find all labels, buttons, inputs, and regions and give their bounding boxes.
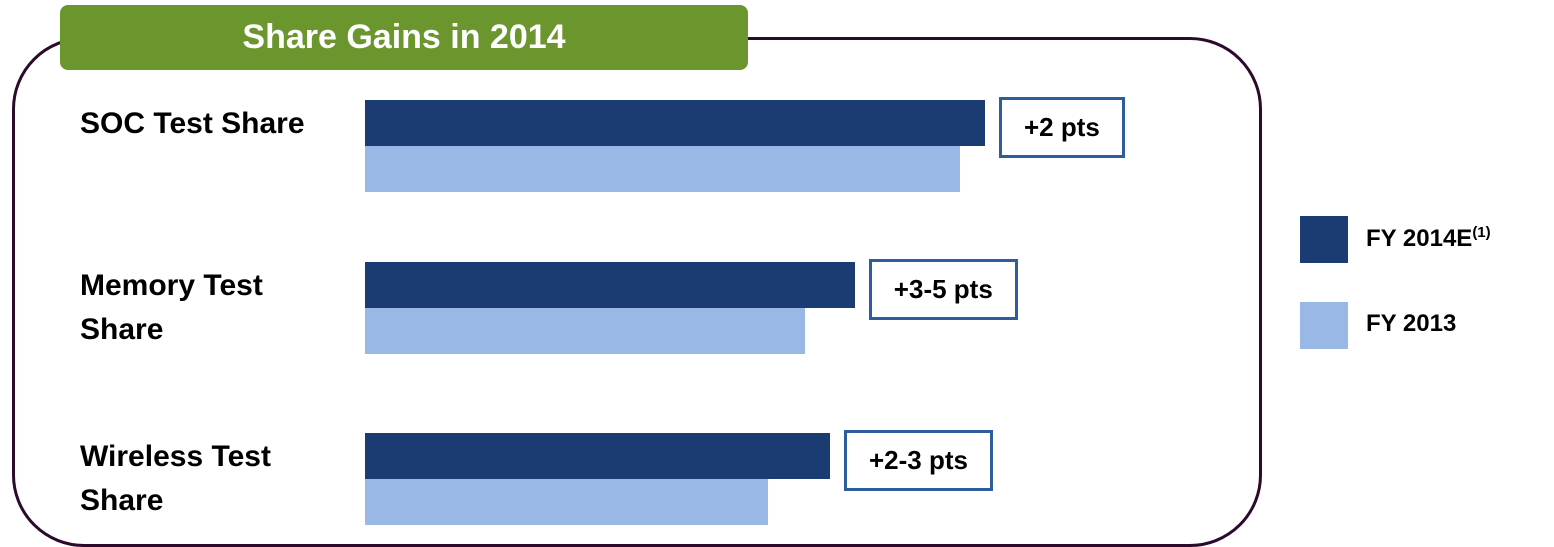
category-label: Memory Test Share (80, 269, 263, 346)
footnote-mark: (1) (1472, 224, 1491, 241)
legend-swatch (1300, 302, 1348, 349)
legend-text: FY 2013 (1366, 310, 1457, 337)
legend-label: FY 2014E(1) (1366, 224, 1491, 253)
legend-text: FY 2014E (1366, 225, 1473, 252)
bar (365, 308, 806, 354)
annotation: +2 pts (999, 97, 1125, 158)
bar (365, 479, 768, 525)
legend-swatch (1300, 216, 1348, 263)
bar (365, 262, 855, 308)
bar (365, 100, 985, 146)
category-label: SOC Test Share (80, 107, 305, 140)
category-label: Wireless Test Share (80, 440, 271, 517)
legend-label: FY 2013 (1366, 310, 1456, 338)
annotation: +3-5 pts (868, 259, 1018, 320)
chart-title: Share Gains in 2014 (60, 5, 748, 70)
annotation: +2-3 pts (844, 430, 993, 491)
bar (365, 433, 830, 479)
bar (365, 146, 961, 192)
